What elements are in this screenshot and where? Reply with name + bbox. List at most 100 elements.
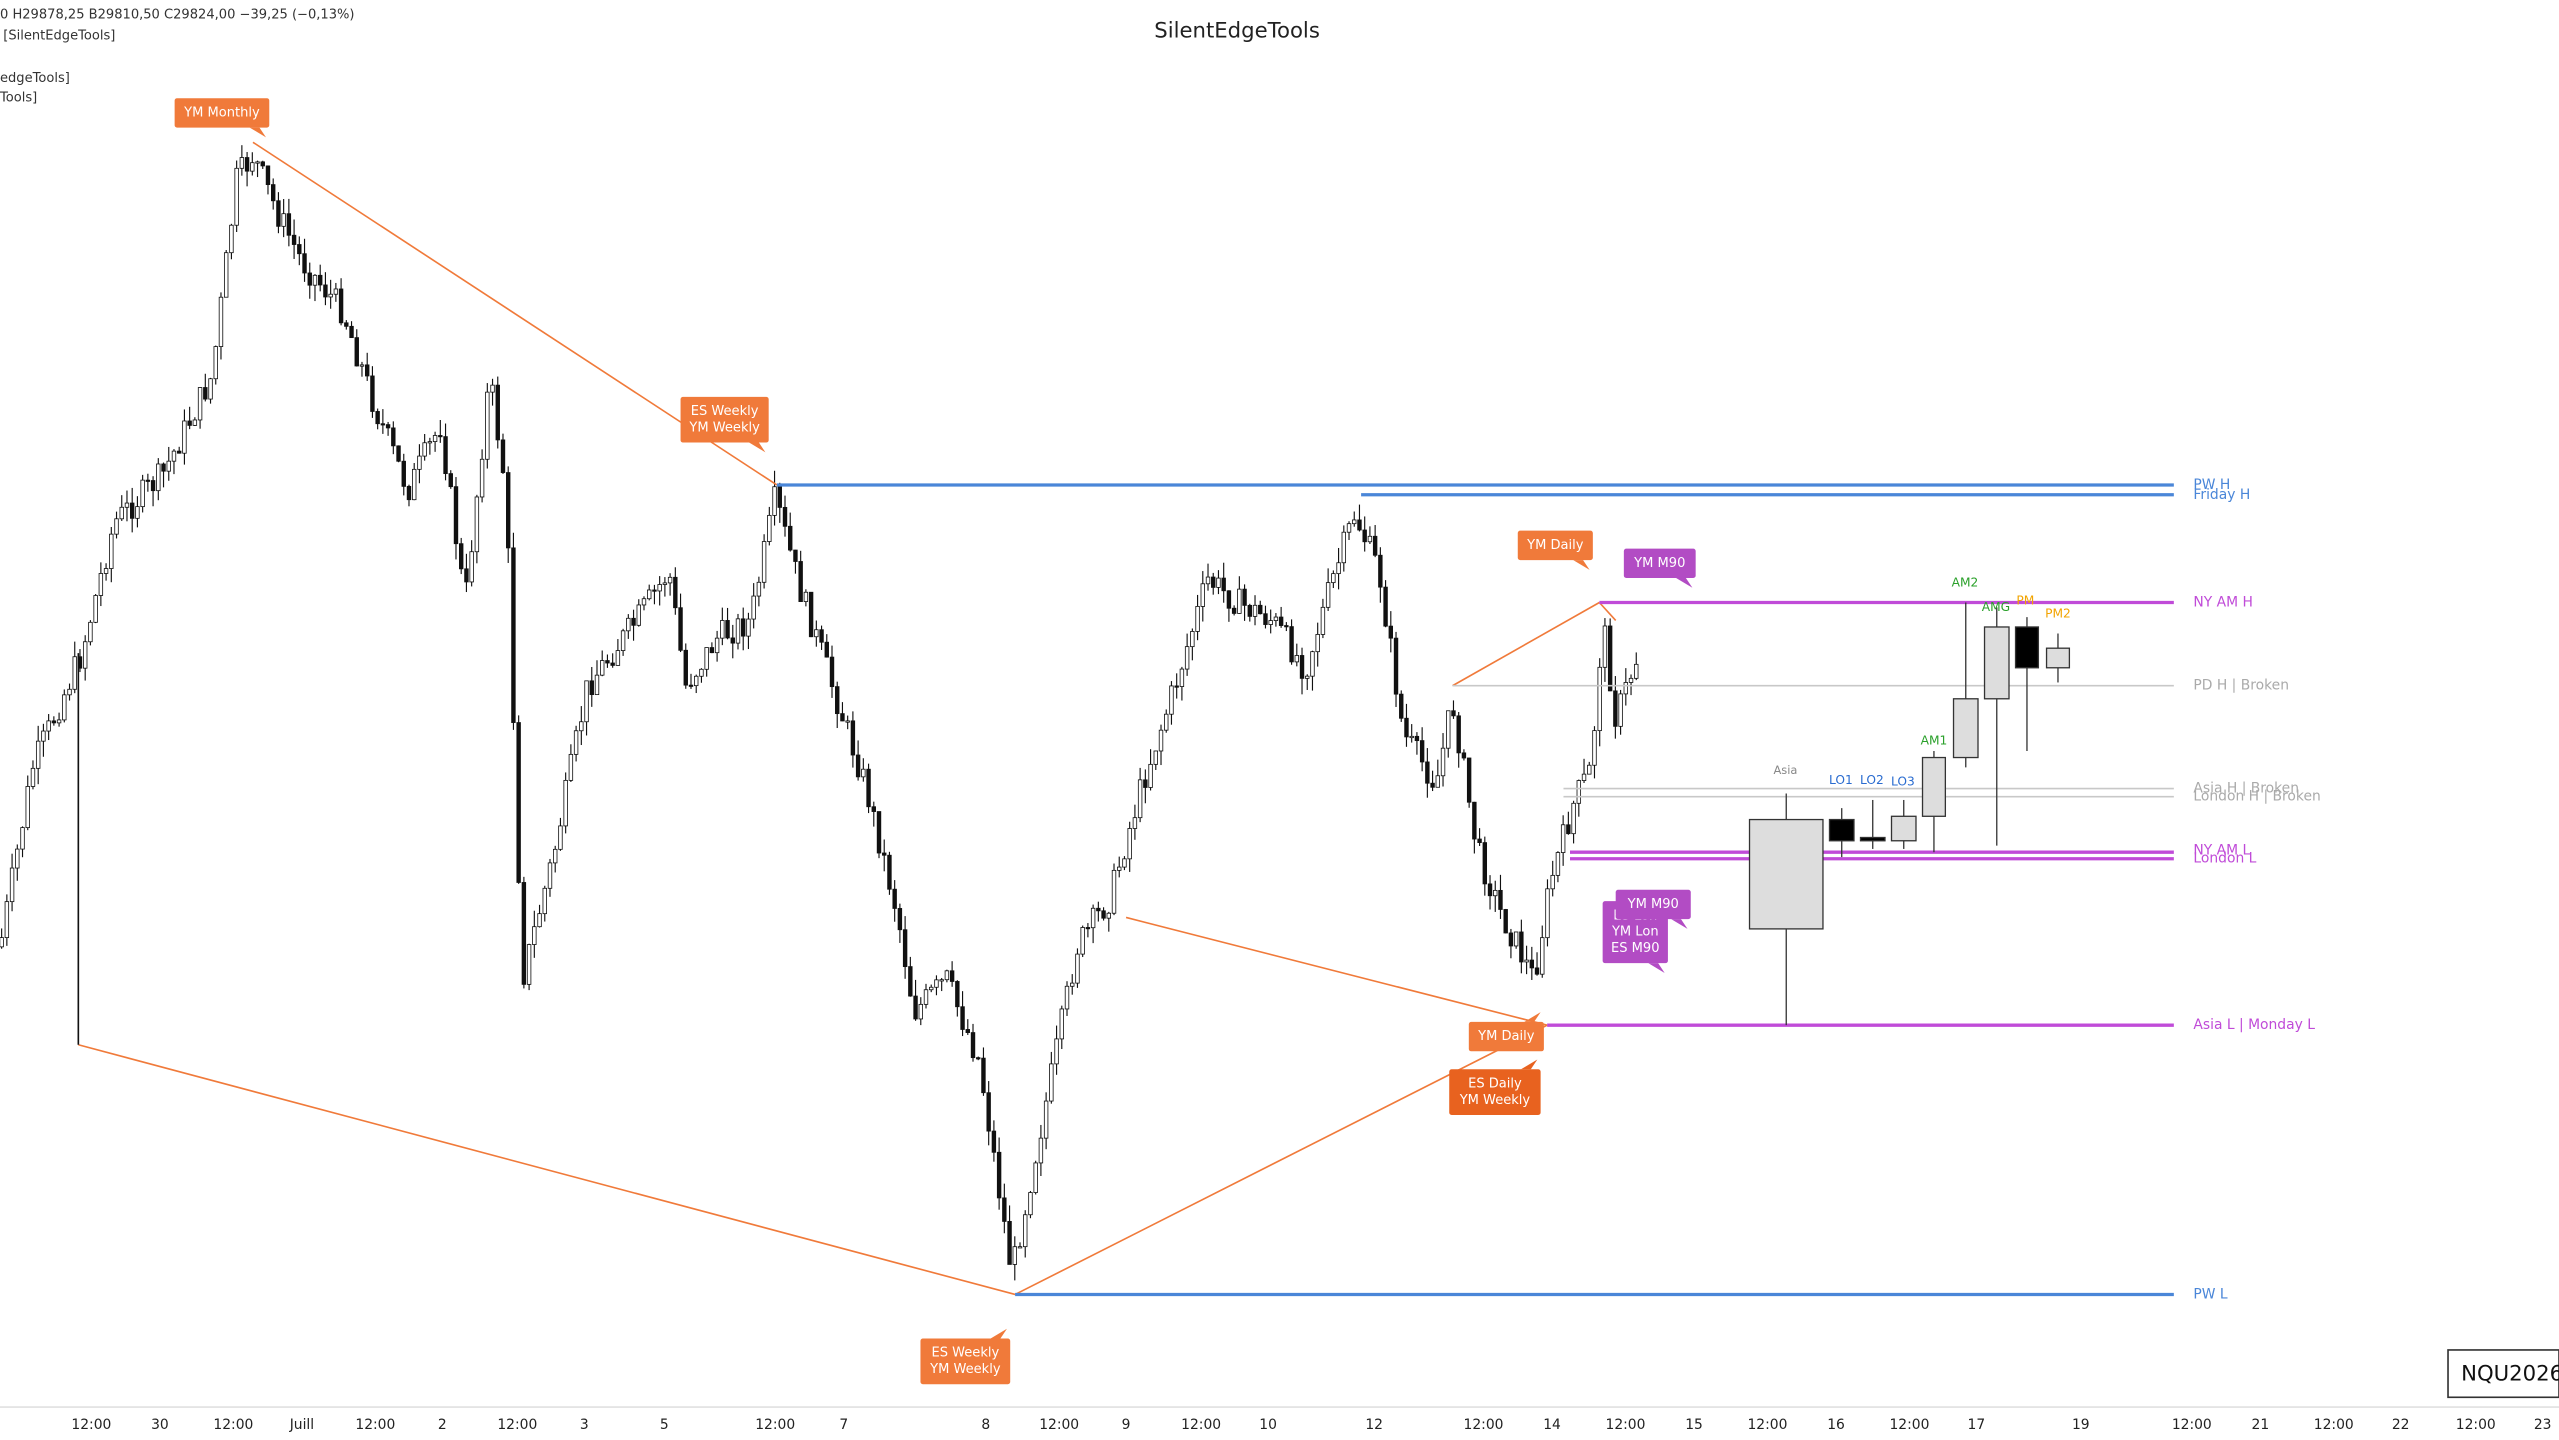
- candle-body: [1273, 616, 1279, 621]
- candle-body: [976, 1057, 981, 1060]
- candle-body: [1237, 588, 1242, 614]
- candle-body: [1560, 824, 1566, 853]
- candle-body: [1247, 604, 1253, 617]
- candle-body: [620, 630, 626, 651]
- candle-body: [1399, 693, 1404, 719]
- candle-body: [1216, 577, 1221, 588]
- chart-title: SilentEdgeTools: [1154, 18, 1320, 43]
- callout-text: ES Daily: [1468, 1076, 1522, 1091]
- candle-body: [1242, 588, 1247, 606]
- time-label: 12: [1365, 1417, 1383, 1433]
- swing-line: [1125, 916, 1548, 1026]
- candle-body: [902, 929, 908, 968]
- candle-body: [594, 674, 600, 696]
- candle-body: [542, 887, 547, 915]
- callout-text: ES Weekly: [931, 1346, 999, 1361]
- candle-body: [918, 1003, 923, 1020]
- candle-body: [824, 641, 829, 658]
- candle-body: [1482, 842, 1488, 885]
- candle-body: [495, 384, 500, 441]
- candle-body: [443, 436, 448, 475]
- callout-text: YM Weekly: [929, 1362, 1001, 1377]
- time-label: 8: [981, 1417, 990, 1433]
- candle-body: [1571, 802, 1576, 835]
- candle-body: [991, 1130, 997, 1153]
- candle-body: [568, 753, 574, 781]
- candle-body: [1111, 869, 1117, 914]
- candle-body: [1075, 953, 1080, 984]
- candle-body: [683, 649, 688, 686]
- candle-body: [803, 591, 809, 602]
- time-label: Juill: [289, 1417, 314, 1433]
- callout-text: YM Weekly: [1459, 1093, 1531, 1108]
- candle-body: [500, 439, 506, 473]
- session-candle: [2014, 626, 2040, 669]
- candle-body: [370, 375, 375, 412]
- callout-box: [1468, 1021, 1544, 1052]
- candle-body: [1153, 750, 1158, 765]
- candle-body: [573, 730, 579, 755]
- candle-body: [751, 595, 756, 620]
- symbol-box: [2447, 1349, 2559, 1399]
- candle-body: [840, 713, 845, 722]
- candle-body: [793, 549, 798, 562]
- candle-body: [1122, 858, 1127, 868]
- candle-body: [631, 617, 636, 626]
- candle-body: [1529, 959, 1535, 969]
- candle-body: [1049, 1063, 1054, 1102]
- candle-body: [1023, 1214, 1028, 1248]
- candle-body: [1566, 824, 1571, 835]
- level-label: PW H: [2193, 477, 2230, 493]
- candle-body: [944, 970, 950, 981]
- candle-body: [777, 486, 782, 508]
- candle-body: [1383, 586, 1388, 627]
- candle-body: [244, 157, 250, 172]
- candle-body: [490, 384, 495, 393]
- callout-text: YM Weekly: [688, 420, 760, 435]
- candle-body: [1607, 625, 1613, 692]
- callout-text: YM M90: [1633, 556, 1685, 571]
- time-label: 15: [1685, 1417, 1703, 1433]
- candle-body: [829, 656, 835, 688]
- candle-body: [730, 637, 735, 644]
- candle-body: [1508, 932, 1514, 947]
- candle-body: [20, 827, 25, 850]
- time-label: 7: [839, 1417, 848, 1433]
- time-label: 19: [2072, 1417, 2090, 1433]
- time-label: 10: [1259, 1417, 1277, 1433]
- candle-body: [135, 506, 140, 519]
- candle-body: [996, 1151, 1002, 1199]
- candle-body: [1336, 562, 1341, 575]
- candle-body: [1493, 889, 1498, 897]
- candle-body: [1325, 582, 1331, 608]
- candle-body: [417, 455, 422, 470]
- candle-body: [814, 629, 819, 638]
- session-label: LO1: [1829, 773, 1853, 787]
- callout-box: [1449, 1069, 1541, 1115]
- candle-body: [129, 502, 135, 519]
- candle-body: [1169, 685, 1174, 715]
- candle-body: [788, 525, 793, 551]
- candle-body: [328, 293, 333, 298]
- candle-body: [197, 387, 203, 421]
- candle-body: [234, 167, 239, 226]
- callout-text: ES M90: [1611, 941, 1660, 956]
- candle-body: [579, 721, 584, 732]
- candle-body: [255, 161, 260, 164]
- candle-body: [908, 966, 913, 997]
- candle-body: [1164, 713, 1169, 731]
- candle-body: [432, 435, 438, 443]
- time-label: 12:00: [1464, 1417, 1504, 1433]
- time-label: 22: [2392, 1417, 2410, 1433]
- candle-body: [1070, 982, 1075, 987]
- candle-body: [589, 680, 594, 696]
- candle-body: [615, 650, 621, 666]
- candle-body: [1446, 710, 1451, 749]
- candle-body: [1550, 874, 1555, 890]
- candle-body: [798, 561, 803, 602]
- session-label: Asia: [1773, 763, 1797, 777]
- time-label: 17: [1968, 1417, 1986, 1433]
- candle-body: [208, 378, 213, 400]
- candle-body: [600, 660, 605, 676]
